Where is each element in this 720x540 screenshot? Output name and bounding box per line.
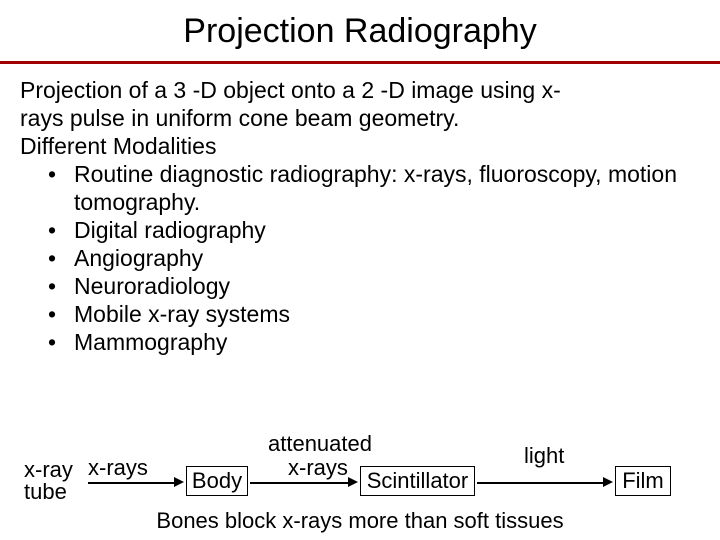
arrow2-label-2: x-rays	[288, 456, 348, 479]
bullet-item: Mobile x-ray systems	[48, 300, 700, 328]
bullet-item: Routine diagnostic radiography: x-rays, …	[48, 160, 700, 216]
arrow3-line	[477, 482, 603, 484]
arrow1-label: x-rays	[88, 456, 148, 479]
intro-line-2: rays pulse in uniform cone beam geometry…	[20, 104, 700, 132]
box-film: Film	[615, 466, 671, 496]
source-label-2: tube	[24, 480, 67, 503]
box-scintillator: Scintillator	[360, 466, 475, 496]
arrow1-line	[88, 482, 174, 484]
body-content: Projection of a 3 -D object onto a 2 -D …	[0, 64, 720, 356]
arrow3-head	[603, 477, 613, 487]
flow-diagram: x-ray tube x-rays Body attenuated x-rays…	[0, 430, 720, 510]
intro-line-1: Projection of a 3 -D object onto a 2 -D …	[20, 76, 700, 104]
box-body: Body	[186, 466, 248, 496]
bullet-item: Neuroradiology	[48, 272, 700, 300]
bullet-item: Angiography	[48, 244, 700, 272]
bullet-item: Digital radiography	[48, 216, 700, 244]
bullet-item: Mammography	[48, 328, 700, 356]
arrow3-label: light	[524, 444, 564, 467]
diagram-caption: Bones block x-rays more than soft tissue…	[0, 508, 720, 534]
source-label-1: x-ray	[24, 458, 73, 481]
bullet-list: Routine diagnostic radiography: x-rays, …	[20, 160, 700, 356]
arrow2-head	[348, 477, 358, 487]
slide-title: Projection Radiography	[0, 0, 720, 61]
subheading: Different Modalities	[20, 132, 700, 160]
arrow1-head	[174, 477, 184, 487]
arrow2-line	[250, 482, 348, 484]
arrow2-label-1: attenuated	[268, 432, 372, 455]
